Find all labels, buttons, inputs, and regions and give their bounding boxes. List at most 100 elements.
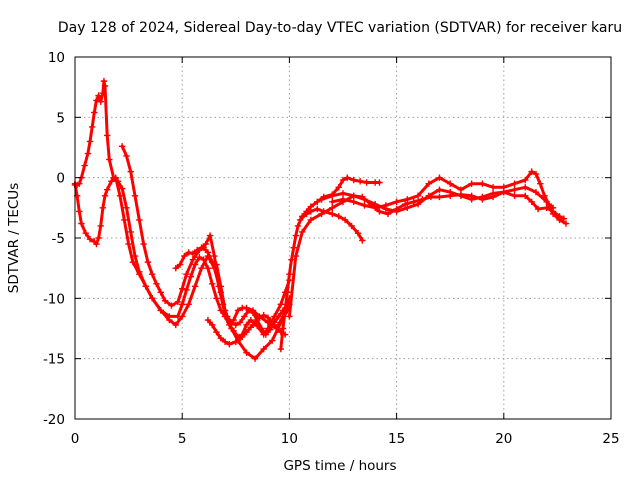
data-point [81,162,88,169]
data-point [153,280,160,288]
data-point [359,237,366,244]
data-point [314,205,321,213]
data-point [183,286,190,294]
data-point [101,82,109,90]
data-point [436,174,443,181]
data-point [187,273,194,280]
data-point [129,258,137,266]
data-point [350,192,357,199]
data-point [350,198,357,205]
data-point [262,331,270,338]
data-point [91,109,98,116]
series-arc-j [329,168,557,212]
data-point [303,210,310,218]
series-line [120,144,291,330]
data-point [161,297,169,304]
data-point [277,345,285,353]
data-point [219,301,227,308]
data-point [86,236,94,243]
data-point [194,246,201,254]
data-point [532,188,540,196]
data-point [511,186,518,193]
y-tick-label: -5 [52,231,65,247]
data-point [179,313,186,320]
data-point [251,355,259,362]
data-point [541,192,548,199]
data-point [99,204,107,212]
y-tick-label: 5 [56,110,65,126]
data-point [376,179,383,186]
data-point [339,196,347,203]
data-point [179,285,186,292]
data-point [258,325,265,332]
data-point [425,192,432,199]
data-point [269,319,276,326]
data-point [489,190,497,197]
data-point [410,198,417,205]
data-point [189,256,197,263]
data-point [401,201,409,208]
data-point [82,229,89,237]
data-point [404,204,411,212]
x-tick-label: 0 [71,431,80,447]
data-point [136,271,143,278]
data-point [185,249,192,256]
data-point [286,313,293,320]
data-point [281,307,289,314]
data-point [314,198,321,205]
y-axis-label: SDTVAR / TECUs [6,183,22,293]
data-point [95,92,102,99]
data-point [204,249,212,256]
data-point [457,192,465,199]
data-point [196,254,203,261]
data-point [174,298,182,306]
data-point [500,184,507,191]
data-point [148,271,156,278]
data-point [479,193,486,201]
data-point [339,176,347,184]
data-point [361,196,368,203]
data-point [108,178,115,185]
data-point [376,208,383,215]
data-point [234,307,242,314]
data-point [545,201,553,208]
data-point [181,252,188,260]
data-point [393,198,400,205]
x-tick-label: 10 [281,431,298,447]
x-tick-label: 5 [178,431,187,447]
data-point [221,338,229,345]
data-point [339,190,347,197]
data-point [436,186,443,193]
data-point [131,192,139,199]
data-point [198,264,205,272]
data-point [127,228,134,236]
series-line [287,185,568,318]
y-tick-label: 0 [56,171,65,187]
data-point [290,244,297,251]
data-point [112,174,119,181]
data-point [356,178,364,185]
data-point [269,337,276,344]
data-point [144,258,152,266]
y-tick-label: -20 [43,412,65,428]
data-point [543,204,550,212]
data-point [284,289,291,296]
chart-title: Day 128 of 2024, Sidereal Day-to-day VTE… [58,20,622,36]
data-point [273,324,280,331]
data-point [447,188,454,196]
data-point [279,325,287,332]
data-point [127,168,134,175]
data-point [116,192,124,199]
data-point [191,261,199,268]
data-point [103,132,111,139]
data-point [224,313,231,320]
data-point [363,179,370,186]
data-point [266,326,274,333]
data-point [140,240,147,248]
data-point [118,143,126,150]
data-point [121,216,128,224]
data-point [247,324,255,331]
data-point [447,180,454,187]
data-point [243,349,250,356]
data-point [78,220,85,227]
